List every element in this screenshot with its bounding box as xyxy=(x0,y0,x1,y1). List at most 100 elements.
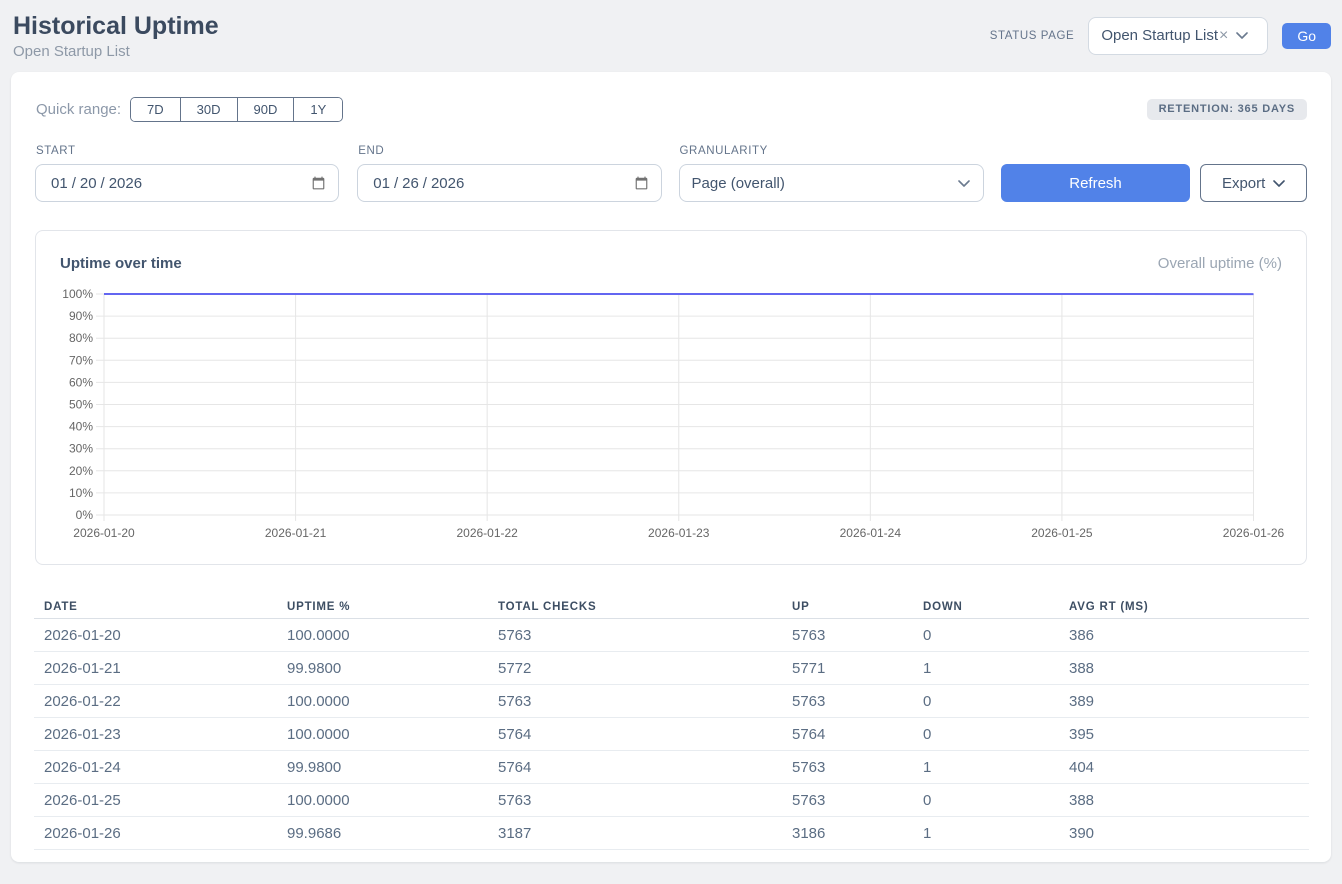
table-cell: 5764 xyxy=(488,717,782,751)
chart-legend-note: Overall uptime (%) xyxy=(1157,255,1282,272)
x-axis-tick-label: 2026-01-23 xyxy=(648,526,710,540)
y-axis-tick-label: 70% xyxy=(69,353,93,367)
table-row: 2026-01-22 100.0000 5763 5763 0 389 xyxy=(34,684,1309,718)
column-header: TOTAL CHECKS xyxy=(488,591,782,619)
table-row: 2026-01-25 100.0000 5763 5763 0 388 xyxy=(34,783,1309,817)
export-button[interactable]: Export xyxy=(1200,164,1307,202)
table-row: 2026-01-21 99.9800 5772 5771 1 388 xyxy=(34,651,1309,685)
table-cell: 5764 xyxy=(782,717,913,751)
table-cell: 5764 xyxy=(488,750,782,784)
table-cell: 2026-01-24 xyxy=(34,750,277,784)
x-axis-tick-label: 2026-01-25 xyxy=(1031,526,1093,540)
chevron-down-icon xyxy=(1236,32,1249,39)
table-cell: 99.9686 xyxy=(277,816,488,850)
table-cell: 5763 xyxy=(782,618,913,652)
chevron-down-icon xyxy=(1273,179,1286,187)
end-date-input[interactable] xyxy=(357,164,662,202)
table-cell: 99.9800 xyxy=(277,651,488,685)
y-axis-tick-label: 100% xyxy=(62,287,93,301)
table-cell: 100.0000 xyxy=(277,783,488,817)
table-cell: 3186 xyxy=(782,816,913,850)
y-axis-tick-label: 50% xyxy=(69,398,93,412)
y-axis-tick-label: 10% xyxy=(69,486,93,500)
table-row: 2026-01-26 99.9686 3187 3186 1 390 xyxy=(34,816,1309,850)
table-cell: 388 xyxy=(1059,651,1309,685)
column-header: UPTIME % xyxy=(277,591,488,619)
table-cell: 0 xyxy=(913,783,1059,817)
table-cell: 2026-01-25 xyxy=(34,783,277,817)
table-cell: 0 xyxy=(913,618,1059,652)
y-axis-tick-label: 30% xyxy=(69,442,93,456)
y-axis-tick-label: 80% xyxy=(69,331,93,345)
table-cell: 1 xyxy=(913,816,1059,850)
status-page-select[interactable]: Open Startup List × xyxy=(1088,16,1269,55)
table-cell: 5763 xyxy=(488,618,782,652)
end-date-label: END xyxy=(358,145,385,157)
y-axis-tick-label: 90% xyxy=(69,309,93,323)
quick-range-row: Quick range: 7D 30D 90D 1Y RETENTION: 365 D… xyxy=(35,97,1307,122)
table-cell: 5763 xyxy=(488,684,782,718)
table-cell: 388 xyxy=(1059,783,1309,817)
uptime-chart-svg: 0% 10% 20% 30% 40% 50% 60% 70% 80% 90% 100% 2026-01… xyxy=(62,287,1285,540)
quick-range-label: Quick range: xyxy=(36,101,122,118)
uptime-chart-card: Uptime over time Overall uptime (%) 0% 10… xyxy=(35,230,1307,565)
table-cell: 389 xyxy=(1059,684,1309,718)
filters-row: START END GRANULARITY Page (overall) Ref… xyxy=(35,145,1307,202)
table-row: 2026-01-24 99.9800 5764 5763 1 404 xyxy=(34,750,1309,784)
x-axis-tick-label: 2026-01-26 xyxy=(1223,526,1285,540)
quick-range-90d[interactable]: 90D xyxy=(236,98,294,121)
table-cell: 3187 xyxy=(488,816,782,850)
x-axis-tick-label: 2026-01-20 xyxy=(73,526,135,540)
y-axis-tick-label: 20% xyxy=(69,464,93,478)
quick-range-group: 7D 30D 90D 1Y xyxy=(130,97,344,122)
go-button[interactable]: Go xyxy=(1282,22,1331,49)
page-subtitle: Open Startup List xyxy=(13,43,130,60)
table-cell: 0 xyxy=(913,717,1059,751)
clear-selection-icon[interactable]: × xyxy=(1219,26,1229,44)
table-body: 2026-01-20 100.0000 5763 5763 0 386 2026-01-21… xyxy=(34,618,1309,850)
table-cell: 5763 xyxy=(782,783,913,817)
header-controls: STATUS PAGE Open Startup List × Go xyxy=(989,16,1331,55)
y-axis-tick-label: 60% xyxy=(69,375,93,389)
table-cell: 2026-01-20 xyxy=(34,618,277,652)
main-card: Quick range: 7D 30D 90D 1Y RETENTION: 365 D… xyxy=(11,72,1331,862)
page-title: Historical Uptime xyxy=(13,12,219,40)
table-cell: 5772 xyxy=(488,651,782,685)
x-axis-tick-label: 2026-01-22 xyxy=(456,526,518,540)
table-cell: 100.0000 xyxy=(277,717,488,751)
table-cell: 2026-01-21 xyxy=(34,651,277,685)
export-button-label: Export xyxy=(1221,174,1266,192)
table-cell: 1 xyxy=(913,651,1059,685)
granularity-label: GRANULARITY xyxy=(679,145,768,157)
page-heading: Historical Uptime Open Startup List xyxy=(13,12,219,59)
y-axis-tick-label: 0% xyxy=(76,508,94,522)
page-header: Historical Uptime Open Startup List STAT… xyxy=(11,12,1331,59)
column-header: UP xyxy=(782,591,913,619)
table-cell: 5763 xyxy=(782,684,913,718)
table-cell: 0 xyxy=(913,684,1059,718)
table-cell: 404 xyxy=(1059,750,1309,784)
granularity-select[interactable]: Page (overall) xyxy=(678,164,984,202)
start-date-input[interactable] xyxy=(35,164,340,202)
column-header: DOWN xyxy=(913,591,1059,619)
column-header: DATE xyxy=(34,591,277,619)
x-axis-tick-label: 2026-01-21 xyxy=(265,526,327,540)
column-header: AVG RT (MS) xyxy=(1059,591,1309,619)
table-cell: 100.0000 xyxy=(277,684,488,718)
quick-range-1y[interactable]: 1Y xyxy=(293,98,343,121)
start-date-label: START xyxy=(36,145,76,157)
table-row: 2026-01-20 100.0000 5763 5763 0 386 xyxy=(34,618,1309,652)
refresh-button[interactable]: Refresh xyxy=(1000,164,1191,202)
y-axis-tick-label: 40% xyxy=(69,420,93,434)
status-page-label: STATUS PAGE xyxy=(989,29,1075,42)
quick-range-7d[interactable]: 7D xyxy=(131,98,180,121)
table-row: 2026-01-23 100.0000 5764 5764 0 395 xyxy=(34,717,1309,751)
quick-range-30d[interactable]: 30D xyxy=(179,98,237,121)
table-cell: 395 xyxy=(1059,717,1309,751)
table-cell: 1 xyxy=(913,750,1059,784)
table-cell: 390 xyxy=(1059,816,1309,850)
table-cell: 2026-01-22 xyxy=(34,684,277,718)
table-cell: 2026-01-26 xyxy=(34,816,277,850)
table-cell: 2026-01-23 xyxy=(34,717,277,751)
table-header-row: DATE UPTIME % TOTAL CHECKS UP DOWN AVG RT (MS… xyxy=(34,591,1309,619)
